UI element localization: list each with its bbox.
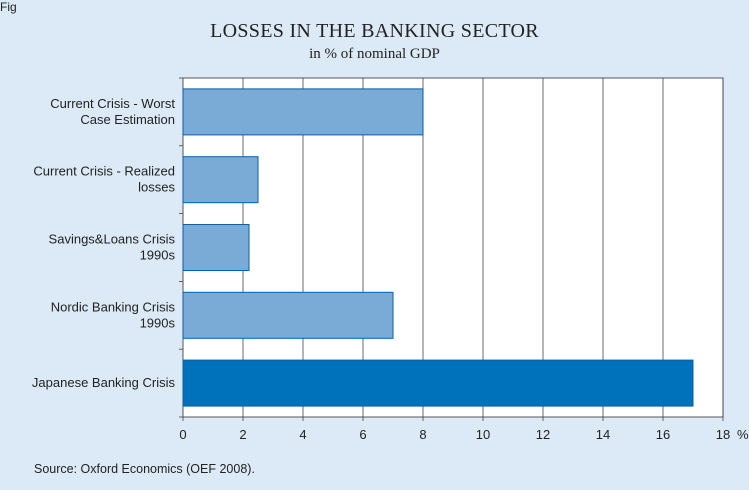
category-label: 1990s bbox=[140, 315, 176, 330]
chart-title: LOSSES IN THE BANKING SECTOR bbox=[210, 20, 539, 42]
x-tick-label: 10 bbox=[476, 427, 490, 442]
bar bbox=[182, 359, 694, 407]
x-tick-label: 0 bbox=[179, 427, 186, 442]
x-tick-label: 16 bbox=[656, 427, 670, 442]
x-unit-label: % bbox=[737, 427, 749, 442]
bar bbox=[182, 291, 394, 339]
chart-subtitle: in % of nominal GDP bbox=[309, 46, 440, 62]
x-tick-label: 8 bbox=[419, 427, 426, 442]
figure-header-fragment: Fig bbox=[0, 0, 17, 14]
category-label: Savings&Loans Crisis bbox=[49, 232, 176, 247]
category-label: losses bbox=[138, 180, 175, 195]
category-label: Current Crisis - Worst bbox=[50, 96, 175, 111]
x-tick-label: 2 bbox=[239, 427, 246, 442]
category-label: 1990s bbox=[140, 248, 176, 263]
x-tick-label: 18 bbox=[716, 427, 730, 442]
bar bbox=[182, 156, 259, 204]
category-label: Nordic Banking Crisis bbox=[51, 299, 176, 314]
category-label: Case Estimation bbox=[80, 112, 175, 127]
category-label: Japanese Banking Crisis bbox=[32, 375, 176, 390]
x-tick-label: 6 bbox=[359, 427, 366, 442]
bar bbox=[182, 224, 250, 271]
source-note: Source: Oxford Economics (OEF 2008). bbox=[34, 462, 255, 476]
x-tick-label: 4 bbox=[299, 427, 306, 442]
x-tick-label: 12 bbox=[536, 427, 550, 442]
x-tick-label: 14 bbox=[596, 427, 610, 442]
category-label: Current Crisis - Realized bbox=[33, 164, 175, 179]
bar bbox=[182, 88, 424, 136]
